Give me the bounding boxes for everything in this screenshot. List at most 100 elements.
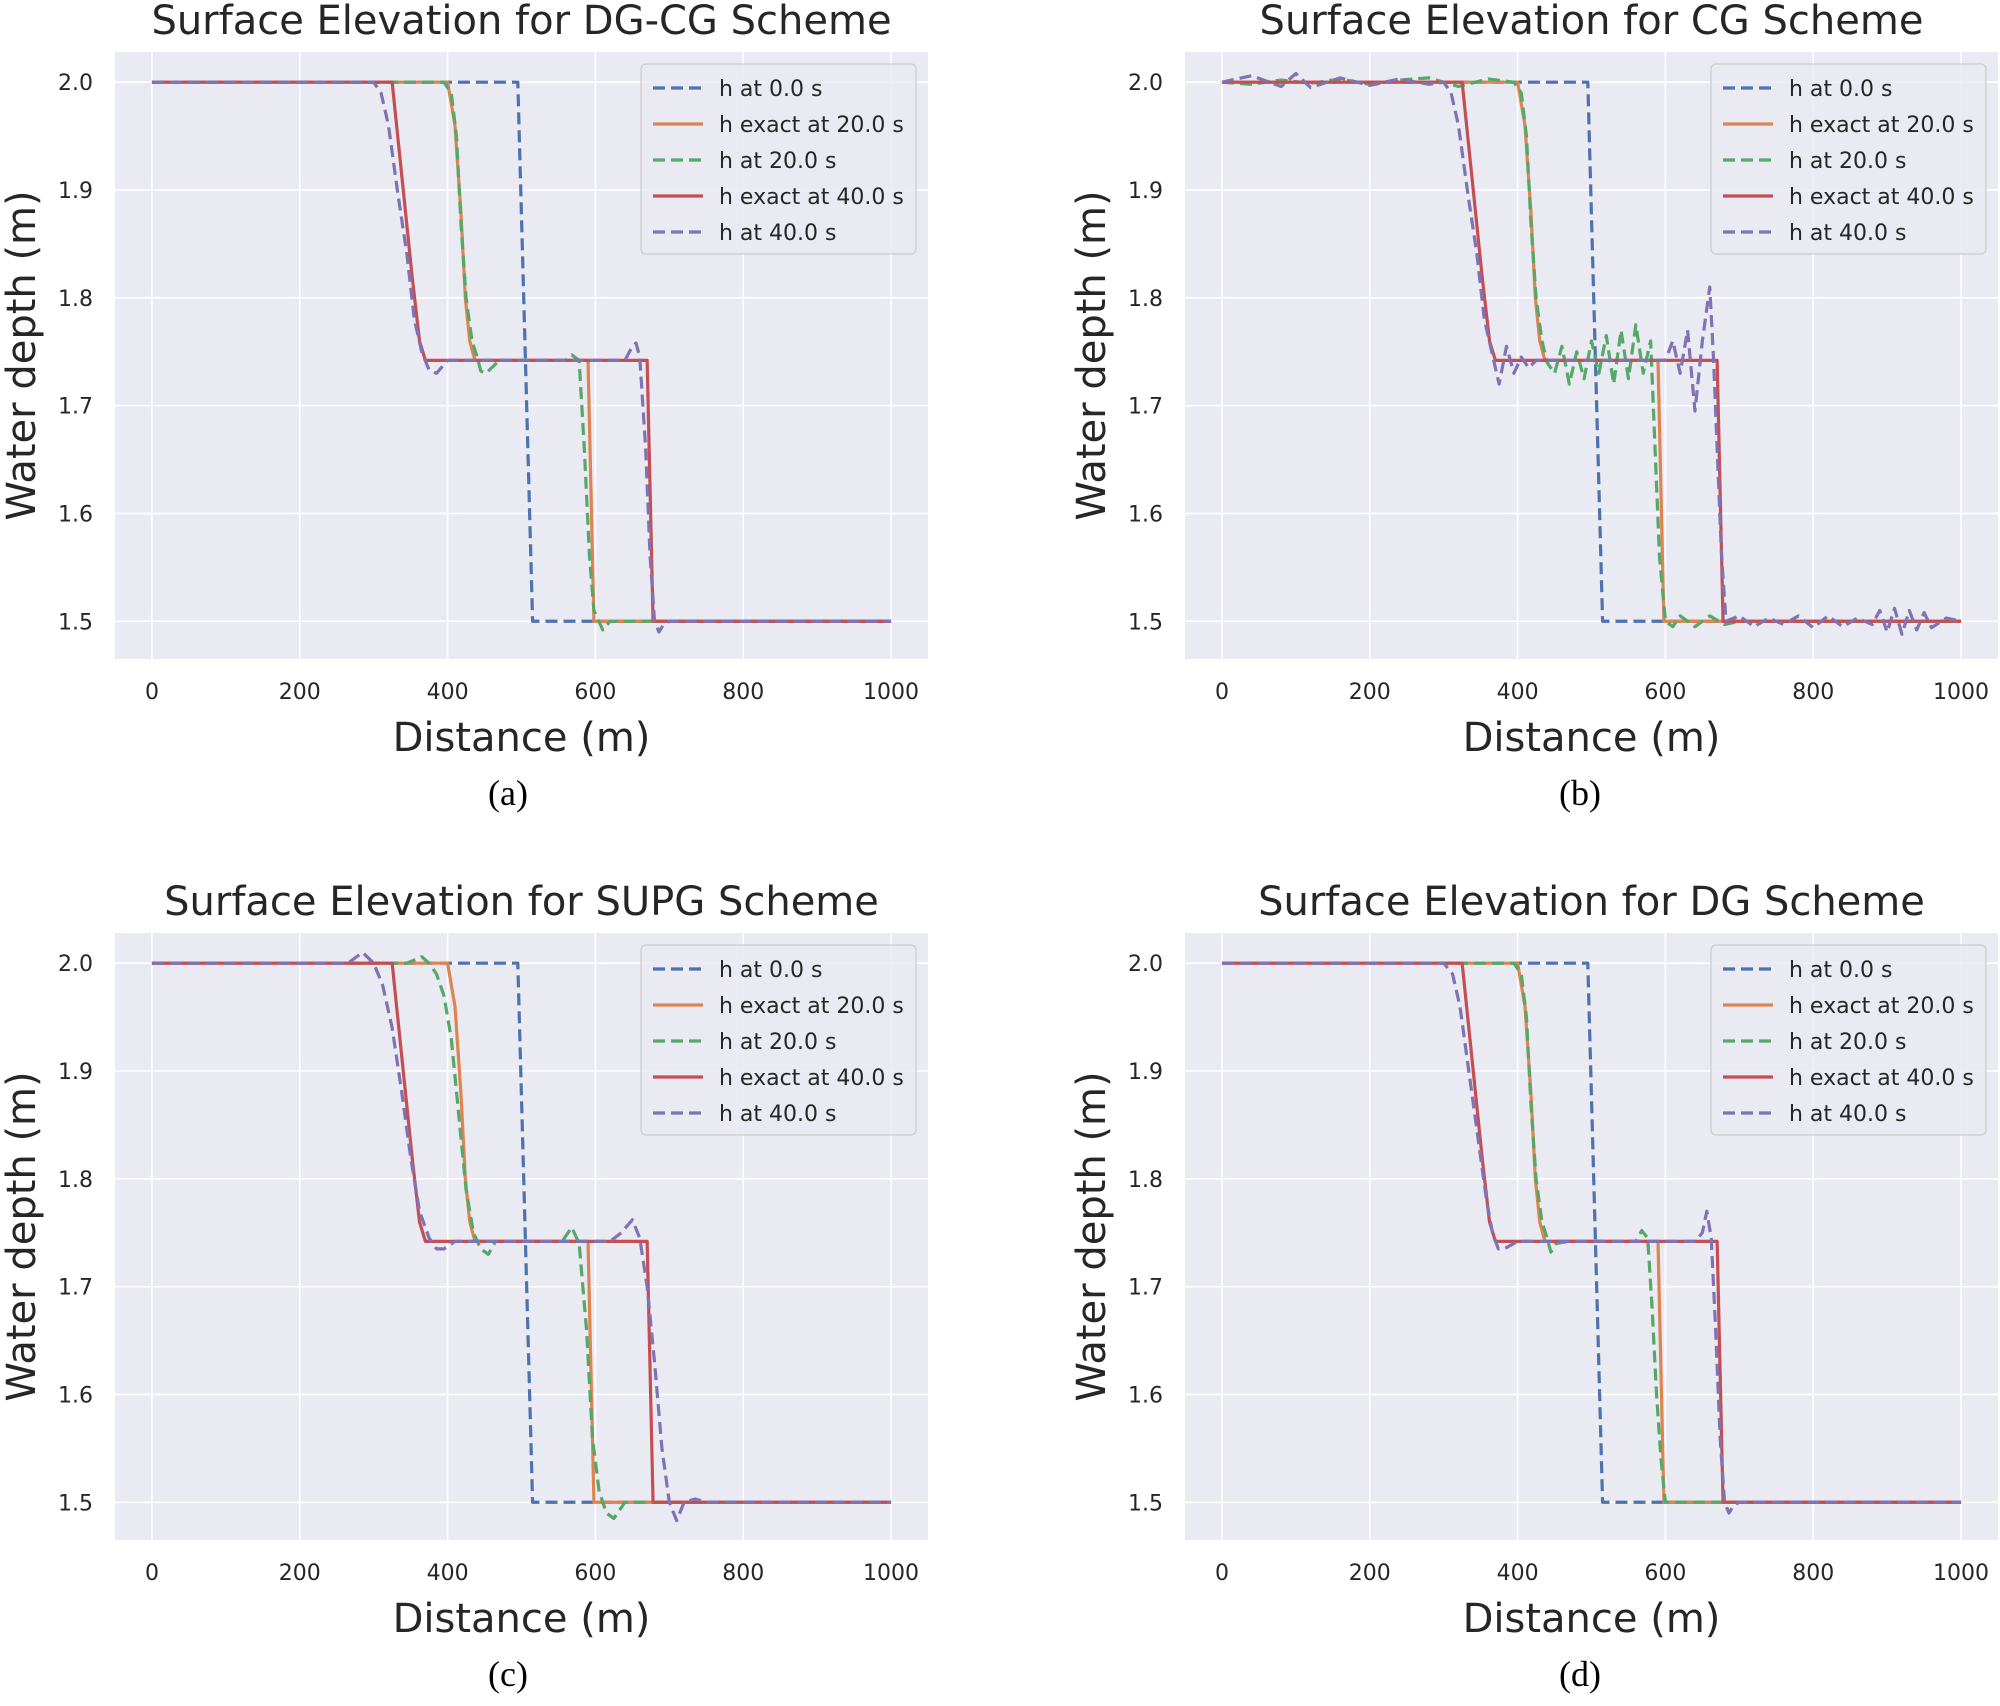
legend-box (640, 63, 917, 255)
chart-title: Surface Elevation for DG Scheme (1258, 879, 1925, 925)
y-tick-label: 1.7 (1128, 395, 1163, 420)
chart-panel-2: 0 200 400 600 800 1000 1.5 1.6 1.7 1.8 1.9 2.0 Surfa… (0, 879, 928, 1694)
y-tick-label: 1.9 (1128, 1060, 1163, 1085)
y-tick-label: 1.6 (1128, 502, 1163, 527)
y-tick-label: 1.6 (58, 502, 93, 527)
series-line-2 (151, 80, 892, 632)
legend-box (1710, 63, 1987, 255)
legend-label: h at 40.0 s (1789, 221, 1906, 246)
y-tick-label: 1.7 (1128, 1276, 1163, 1301)
x-tick-label: 1000 (863, 1561, 919, 1586)
series-line-4 (1221, 961, 1962, 1515)
x-axis-label: Distance (m) (393, 715, 651, 761)
legend-box (1710, 944, 1987, 1136)
panel-caption: (b) (1559, 773, 1601, 813)
x-tick-label: 1000 (1933, 680, 1989, 705)
series-line-1 (1221, 80, 1962, 623)
series-line-2 (151, 955, 892, 1521)
legend-label: h at 0.0 s (1789, 77, 1892, 102)
x-tick-label: 800 (722, 680, 764, 705)
series-line-2 (1221, 76, 1962, 629)
legend-label: h at 0.0 s (719, 958, 822, 983)
legend-label: h exact at 40.0 s (1789, 1066, 1974, 1091)
y-tick-label: 1.6 (1128, 1383, 1163, 1408)
y-axis-label: Water depth (m) (1069, 190, 1115, 520)
y-tick-label: 1.7 (58, 1276, 93, 1301)
legend-label: h exact at 20.0 s (1789, 994, 1974, 1019)
y-tick-label: 1.9 (58, 179, 93, 204)
legend-label: h at 40.0 s (719, 1102, 836, 1127)
series-line-3 (151, 80, 892, 623)
legend-label: h at 20.0 s (1789, 149, 1906, 174)
y-tick-label: 1.8 (58, 287, 93, 312)
chart-panel-1: 0 200 400 600 800 1000 1.5 1.6 1.7 1.8 1.9 2.0 Surfa… (1069, 0, 1998, 813)
series-line-4 (1221, 71, 1962, 636)
y-axis-label: Water depth (m) (1069, 1071, 1115, 1401)
y-tick-label: 1.9 (58, 1060, 93, 1085)
y-tick-label: 1.5 (58, 610, 93, 635)
x-tick-label: 800 (722, 1561, 764, 1586)
legend: h at 0.0 s h exact at 20.0 s h at 20.0 s h … (1710, 63, 1987, 255)
panel-caption: (d) (1559, 1654, 1601, 1694)
x-tick-label: 0 (1215, 1561, 1229, 1586)
series-line-3 (151, 961, 892, 1504)
x-tick-label: 800 (1792, 680, 1834, 705)
y-tick-label: 2.0 (1128, 952, 1163, 977)
legend-label: h exact at 40.0 s (719, 1066, 904, 1091)
panel-caption: (a) (488, 773, 528, 813)
legend-label: h exact at 40.0 s (1789, 185, 1974, 210)
x-tick-label: 0 (1215, 680, 1229, 705)
legend-label: h exact at 20.0 s (719, 113, 904, 138)
legend-label: h at 20.0 s (719, 149, 836, 174)
y-tick-label: 2.0 (1128, 71, 1163, 96)
legend-label: h exact at 20.0 s (719, 994, 904, 1019)
x-tick-label: 200 (279, 680, 321, 705)
y-axis-label: Water depth (m) (0, 1071, 45, 1401)
chart-title: Surface Elevation for SUPG Scheme (164, 879, 879, 925)
x-tick-label: 200 (1349, 1561, 1391, 1586)
series-line-4 (151, 950, 892, 1523)
y-tick-label: 1.5 (1128, 610, 1163, 635)
legend-label: h at 0.0 s (1789, 958, 1892, 983)
y-tick-label: 2.0 (58, 952, 93, 977)
y-tick-label: 1.5 (58, 1491, 93, 1516)
x-tick-label: 0 (145, 680, 159, 705)
y-tick-label: 1.8 (1128, 287, 1163, 312)
x-tick-label: 200 (279, 1561, 321, 1586)
y-tick-label: 1.7 (58, 395, 93, 420)
legend: h at 0.0 s h exact at 20.0 s h at 20.0 s h … (640, 944, 917, 1136)
panel-caption: (c) (488, 1654, 528, 1694)
y-axis-label: Water depth (m) (0, 190, 45, 520)
chart-title: Surface Elevation for CG Scheme (1260, 0, 1924, 44)
x-tick-label: 800 (1792, 1561, 1834, 1586)
y-tick-label: 1.5 (1128, 1491, 1163, 1516)
y-tick-label: 1.6 (58, 1383, 93, 1408)
x-tick-label: 400 (1497, 680, 1539, 705)
x-tick-label: 1000 (863, 680, 919, 705)
legend-label: h at 40.0 s (719, 221, 836, 246)
y-tick-label: 1.8 (58, 1168, 93, 1193)
legend-box (640, 944, 917, 1136)
x-axis-label: Distance (m) (1463, 1596, 1721, 1642)
y-tick-label: 1.9 (1128, 179, 1163, 204)
x-tick-label: 400 (427, 680, 469, 705)
chart-title: Surface Elevation for DG-CG Scheme (151, 0, 891, 44)
legend-label: h at 40.0 s (1789, 1102, 1906, 1127)
x-tick-label: 400 (1497, 1561, 1539, 1586)
y-tick-label: 2.0 (58, 71, 93, 96)
x-tick-label: 200 (1349, 680, 1391, 705)
legend-label: h exact at 40.0 s (719, 185, 904, 210)
chart-panel-0: 0 200 400 600 800 1000 1.5 1.6 1.7 1.8 1.9 2.0 Surfa… (0, 0, 928, 813)
legend: h at 0.0 s h exact at 20.0 s h at 20.0 s h … (640, 63, 917, 255)
x-tick-label: 600 (574, 680, 616, 705)
x-axis-label: Distance (m) (393, 1596, 651, 1642)
x-tick-label: 0 (145, 1561, 159, 1586)
x-tick-label: 1000 (1933, 1561, 1989, 1586)
x-axis-label: Distance (m) (1463, 715, 1721, 761)
legend: h at 0.0 s h exact at 20.0 s h at 20.0 s h … (1710, 944, 1987, 1136)
series-line-2 (1221, 961, 1962, 1504)
x-tick-label: 600 (574, 1561, 616, 1586)
series-line-4 (151, 80, 892, 634)
legend-label: h at 20.0 s (719, 1030, 836, 1055)
